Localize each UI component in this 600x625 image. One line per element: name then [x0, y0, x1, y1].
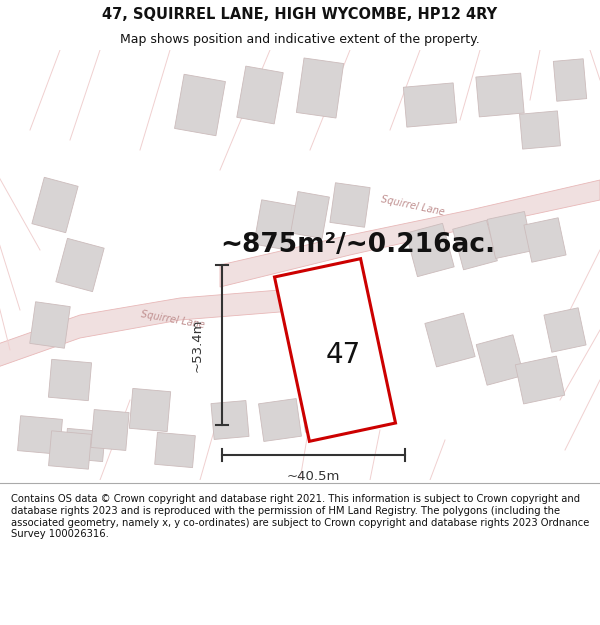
Polygon shape: [330, 182, 370, 228]
Text: Squirrel Lane: Squirrel Lane: [140, 309, 206, 330]
Polygon shape: [0, 285, 340, 368]
Text: 47, SQUIRREL LANE, HIGH WYCOMBE, HP12 4RY: 47, SQUIRREL LANE, HIGH WYCOMBE, HP12 4R…: [103, 6, 497, 21]
Polygon shape: [476, 73, 524, 117]
Polygon shape: [49, 359, 92, 401]
Polygon shape: [515, 356, 565, 404]
Polygon shape: [32, 177, 78, 232]
Polygon shape: [487, 211, 533, 259]
Polygon shape: [544, 308, 586, 352]
Polygon shape: [553, 59, 587, 101]
Polygon shape: [91, 409, 129, 451]
Polygon shape: [274, 259, 395, 441]
Polygon shape: [406, 223, 454, 277]
Text: ~40.5m: ~40.5m: [287, 471, 340, 484]
Text: Squirrel Lane: Squirrel Lane: [380, 194, 445, 217]
Polygon shape: [476, 335, 524, 385]
Polygon shape: [56, 238, 104, 292]
Text: Contains OS data © Crown copyright and database right 2021. This information is : Contains OS data © Crown copyright and d…: [11, 494, 589, 539]
Polygon shape: [130, 388, 170, 432]
Polygon shape: [452, 220, 497, 270]
Polygon shape: [17, 416, 62, 454]
Polygon shape: [155, 432, 196, 468]
Polygon shape: [30, 302, 70, 348]
Text: ~53.4m: ~53.4m: [191, 318, 203, 372]
Polygon shape: [338, 366, 382, 414]
Text: Map shows position and indicative extent of the property.: Map shows position and indicative extent…: [120, 32, 480, 46]
Polygon shape: [300, 388, 340, 432]
Text: 47: 47: [325, 341, 361, 369]
Polygon shape: [403, 83, 457, 127]
Polygon shape: [520, 111, 560, 149]
Text: ~875m²/~0.216ac.: ~875m²/~0.216ac.: [220, 232, 495, 258]
Polygon shape: [49, 431, 91, 469]
Polygon shape: [65, 428, 105, 462]
Polygon shape: [259, 399, 301, 441]
Polygon shape: [296, 58, 344, 118]
Polygon shape: [237, 66, 283, 124]
Polygon shape: [220, 180, 600, 287]
Polygon shape: [524, 217, 566, 262]
Polygon shape: [290, 191, 329, 239]
Polygon shape: [211, 401, 249, 439]
Polygon shape: [254, 200, 296, 250]
Polygon shape: [175, 74, 226, 136]
Polygon shape: [425, 313, 475, 367]
